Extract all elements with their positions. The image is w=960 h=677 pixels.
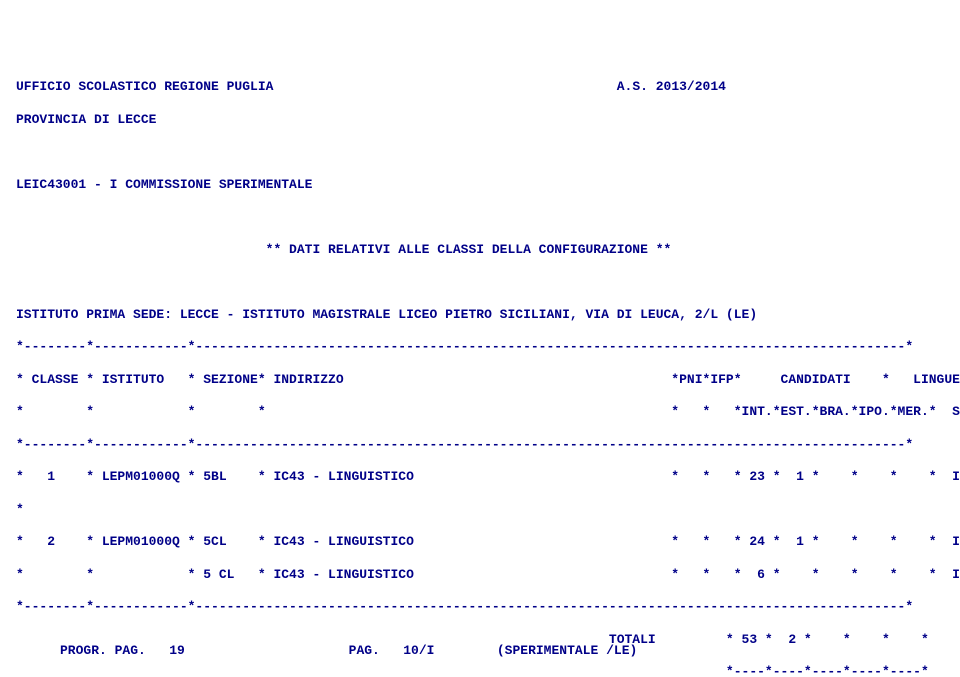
header-line-1: UFFICIO SCOLASTICO REGIONE PUGLIA A.S. 2… — [16, 79, 944, 95]
table-header-1: * CLASSE * ISTITUTO * SEZIONE* INDIRIZZO… — [16, 372, 944, 388]
table-sep-top: *--------*------------*-----------------… — [16, 339, 944, 355]
table-header-2: * * * * * * *INT.*EST.*BRA.*IPO.*MER.* S… — [16, 404, 944, 420]
province-line: PROVINCIA DI LECCE — [16, 112, 944, 128]
page-footer: PROGR. PAG. 19 PAG. 10/I (SPERIMENTALE /… — [60, 643, 637, 659]
table-row: * 2 * LEPM01000Q * 5CL * IC43 - LINGUIST… — [16, 534, 944, 550]
table-sep-mid: *--------*------------*-----------------… — [16, 437, 944, 453]
blank-line-1 — [16, 144, 944, 160]
istituto-sede-line: ISTITUTO PRIMA SEDE: LECCE - ISTITUTO MA… — [16, 307, 944, 323]
commission-line: LEIC43001 - I COMMISSIONE SPERIMENTALE — [16, 177, 944, 193]
office-region: UFFICIO SCOLASTICO REGIONE PUGLIA — [16, 79, 273, 94]
blank-line-2 — [16, 209, 944, 225]
table-row-spacer: * * — [16, 502, 944, 518]
school-year: A.S. 2013/2014 — [617, 79, 726, 94]
table-sep-bottom: *--------*------------*-----------------… — [16, 599, 944, 615]
table-row: * * * 5 CL * IC43 - LINGUISTICO * * * 6 … — [16, 567, 944, 583]
config-title-line: ** DATI RELATIVI ALLE CLASSI DELLA CONFI… — [16, 242, 944, 258]
totali-sep: *----*----*----*----*----* — [16, 664, 944, 677]
config-title: ** DATI RELATIVI ALLE CLASSI DELLA CONFI… — [266, 242, 672, 257]
table-row: * 1 * LEPM01000Q * 5BL * IC43 - LINGUIST… — [16, 469, 944, 485]
blank-line-3 — [16, 274, 944, 290]
